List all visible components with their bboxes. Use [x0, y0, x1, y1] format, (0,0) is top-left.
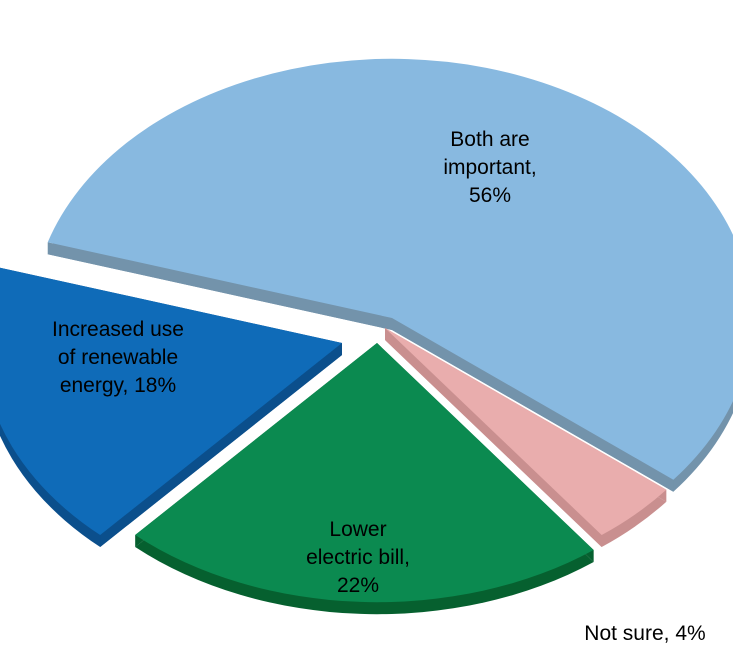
- label-renewable-line: energy, 18%: [60, 374, 176, 397]
- label-lower-line: 22%: [337, 574, 379, 597]
- label-lower-line: electric bill,: [306, 546, 410, 569]
- label-notsure: Not sure, 4%: [584, 622, 705, 645]
- label-notsure-line: Not sure, 4%: [584, 622, 705, 645]
- label-both-line: Both are: [450, 128, 529, 151]
- label-renewable-line: Increased use: [52, 318, 184, 341]
- label-both-line: 56%: [469, 184, 511, 207]
- label-lower-line: Lower: [329, 518, 386, 541]
- label-both-line: important,: [443, 156, 536, 179]
- label-renewable-line: of renewable: [58, 346, 178, 369]
- label-renewable: Increased use of renewable energy, 18%: [52, 318, 184, 397]
